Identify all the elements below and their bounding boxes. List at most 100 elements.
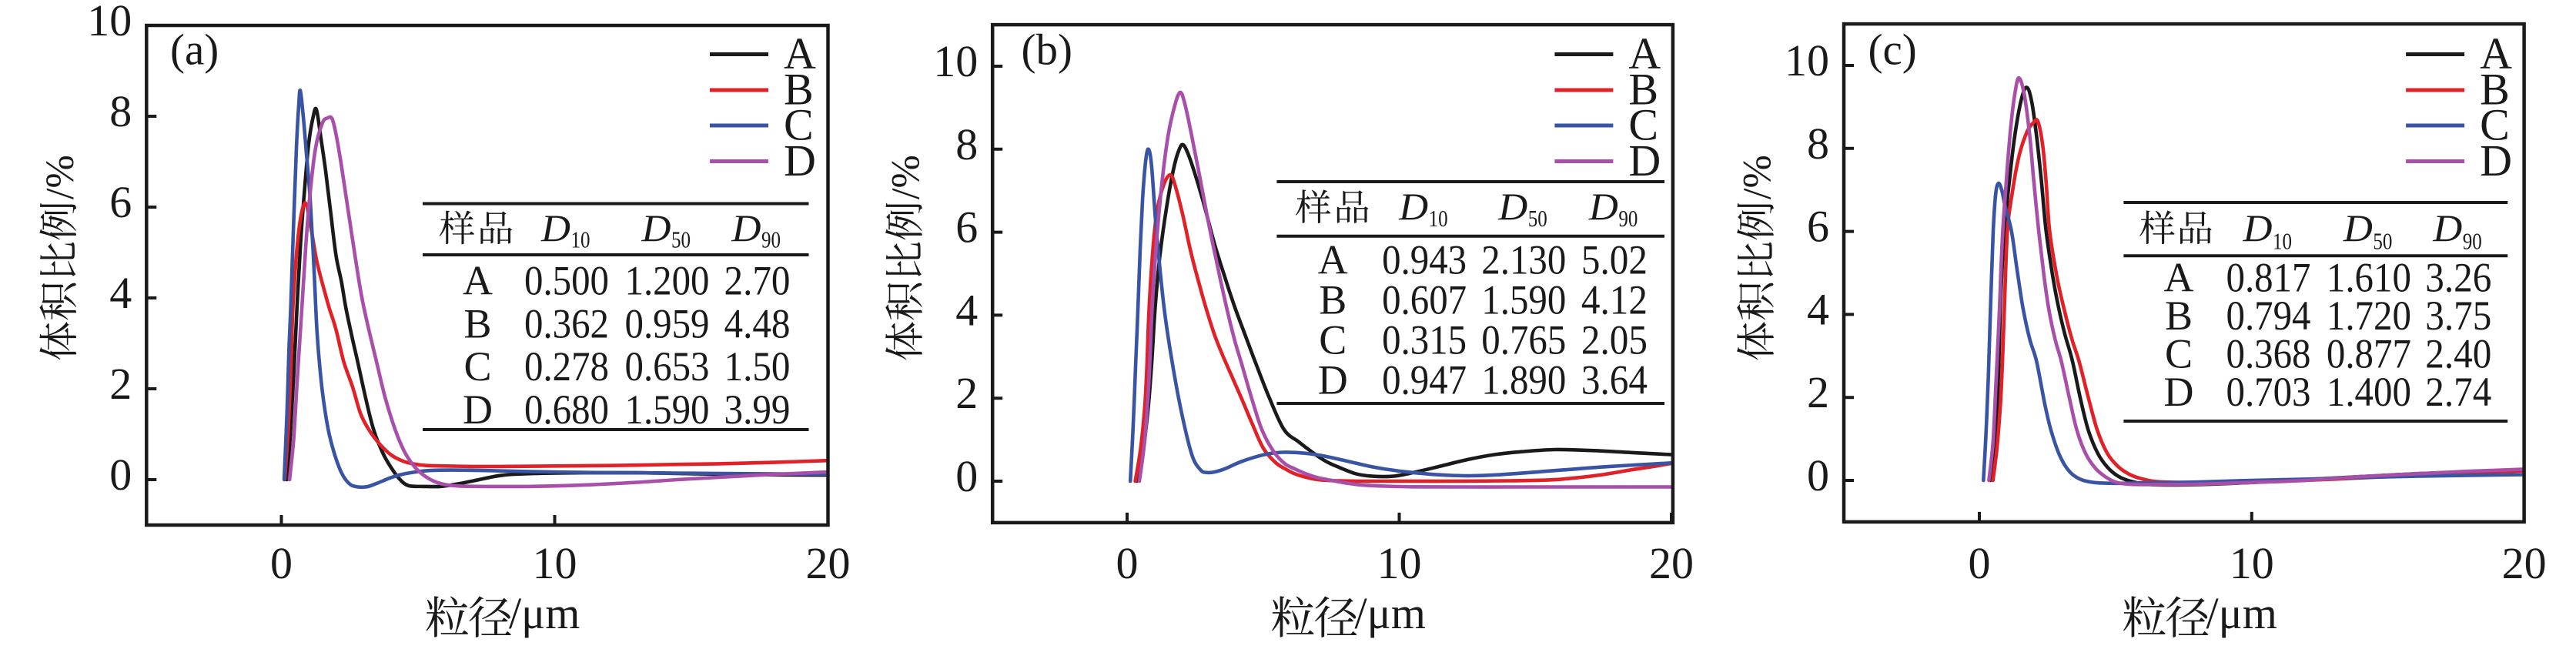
svg-text:6: 6 xyxy=(1807,202,1829,252)
svg-text:D: D xyxy=(540,206,570,249)
svg-text:D: D xyxy=(2480,135,2512,186)
svg-text:50: 50 xyxy=(671,226,691,253)
svg-text:D: D xyxy=(2432,206,2462,249)
svg-text:D: D xyxy=(1398,185,1428,228)
svg-text:4: 4 xyxy=(1807,284,1829,334)
svg-text:C: C xyxy=(1319,317,1347,363)
svg-text:D: D xyxy=(784,135,816,186)
svg-text:2.130: 2.130 xyxy=(1481,237,1566,283)
svg-text:20: 20 xyxy=(1649,538,1694,588)
svg-text:(c): (c) xyxy=(1868,26,1917,75)
svg-text:8: 8 xyxy=(1807,119,1829,169)
svg-text:D: D xyxy=(2164,369,2194,415)
svg-text:C: C xyxy=(2165,331,2193,377)
svg-text:2: 2 xyxy=(1807,367,1829,417)
svg-text:0.794: 0.794 xyxy=(2226,293,2311,339)
svg-text:2.70: 2.70 xyxy=(724,258,791,304)
svg-text:B: B xyxy=(1628,65,1658,115)
svg-text:0.680: 0.680 xyxy=(524,386,609,433)
svg-text:10: 10 xyxy=(1377,538,1422,588)
svg-text:3.75: 3.75 xyxy=(2425,293,2491,339)
svg-text:A: A xyxy=(2480,28,2512,79)
svg-text:0: 0 xyxy=(1807,450,1829,500)
svg-text:10: 10 xyxy=(2230,538,2274,588)
svg-text:D: D xyxy=(731,206,761,249)
svg-text:0.703: 0.703 xyxy=(2226,369,2311,415)
svg-text:0.877: 0.877 xyxy=(2327,331,2411,377)
svg-text:C: C xyxy=(1628,100,1658,150)
svg-text:20: 20 xyxy=(2502,538,2547,588)
svg-text:2: 2 xyxy=(109,359,132,409)
svg-text:4.12: 4.12 xyxy=(1581,277,1648,323)
svg-text:4: 4 xyxy=(109,268,132,318)
svg-text:0.947: 0.947 xyxy=(1382,357,1467,403)
svg-text:20: 20 xyxy=(806,538,851,588)
svg-text:C: C xyxy=(463,343,491,390)
svg-text:8: 8 xyxy=(109,86,132,136)
svg-text:3.26: 3.26 xyxy=(2425,255,2491,301)
svg-text:2.05: 2.05 xyxy=(1581,317,1648,363)
svg-text:50: 50 xyxy=(1528,205,1547,232)
svg-text:10: 10 xyxy=(533,538,577,588)
svg-text:B: B xyxy=(2165,293,2193,339)
svg-text:0.765: 0.765 xyxy=(1481,317,1566,363)
svg-text:2.74: 2.74 xyxy=(2425,369,2491,415)
svg-text:0.315: 0.315 xyxy=(1382,317,1467,363)
svg-text:C: C xyxy=(784,100,814,150)
svg-text:1.890: 1.890 xyxy=(1481,357,1566,403)
svg-text:6: 6 xyxy=(109,177,132,227)
svg-text:0.653: 0.653 xyxy=(625,343,710,390)
svg-text:D: D xyxy=(2343,206,2373,249)
svg-text:0.500: 0.500 xyxy=(524,258,609,304)
svg-text:5.02: 5.02 xyxy=(1581,237,1648,283)
svg-text:0: 0 xyxy=(1116,538,1139,588)
svg-text:0.607: 0.607 xyxy=(1382,277,1467,323)
svg-text:D: D xyxy=(2242,206,2272,249)
svg-text:/μm: /μm xyxy=(509,588,580,638)
svg-text:1.720: 1.720 xyxy=(2327,293,2411,339)
svg-text:D: D xyxy=(1318,357,1348,403)
svg-text:(b): (b) xyxy=(1022,26,1072,75)
svg-text:D: D xyxy=(1628,135,1661,186)
svg-text:/%: /% xyxy=(38,155,82,199)
svg-text:1.610: 1.610 xyxy=(2327,255,2411,301)
svg-text:A: A xyxy=(463,258,493,304)
svg-text:90: 90 xyxy=(761,226,781,253)
svg-text:/%: /% xyxy=(885,155,928,199)
svg-text:10: 10 xyxy=(571,226,590,253)
svg-text:(a): (a) xyxy=(170,26,219,75)
svg-text:A: A xyxy=(1628,28,1661,79)
svg-text:1.200: 1.200 xyxy=(625,258,710,304)
svg-text:D: D xyxy=(463,386,493,433)
svg-text:0.368: 0.368 xyxy=(2226,331,2311,377)
svg-text:/μm: /μm xyxy=(2206,588,2277,638)
svg-text:A: A xyxy=(1318,237,1348,283)
svg-text:0.817: 0.817 xyxy=(2226,255,2311,301)
svg-text:D: D xyxy=(641,206,671,249)
svg-text:10: 10 xyxy=(1429,205,1448,232)
svg-text:1.50: 1.50 xyxy=(724,343,791,390)
svg-text:/%: /% xyxy=(1736,155,1780,199)
svg-text:4: 4 xyxy=(955,285,978,335)
svg-text:/μm: /μm xyxy=(1355,588,1426,638)
svg-text:0.362: 0.362 xyxy=(524,300,609,346)
svg-text:0: 0 xyxy=(1969,538,1991,588)
svg-text:0.278: 0.278 xyxy=(524,343,609,390)
svg-text:1.590: 1.590 xyxy=(625,386,710,433)
svg-text:2: 2 xyxy=(955,368,978,418)
svg-text:10: 10 xyxy=(1785,35,1829,85)
svg-text:B: B xyxy=(463,300,491,346)
svg-text:10: 10 xyxy=(2273,228,2292,255)
svg-text:B: B xyxy=(1319,277,1347,323)
svg-text:2.40: 2.40 xyxy=(2425,331,2491,377)
svg-text:6: 6 xyxy=(955,202,978,253)
svg-text:8: 8 xyxy=(955,119,978,169)
svg-text:B: B xyxy=(2480,65,2510,115)
svg-text:0.959: 0.959 xyxy=(625,300,710,346)
svg-text:A: A xyxy=(2164,255,2194,301)
svg-text:D: D xyxy=(1497,185,1527,228)
svg-text:0: 0 xyxy=(955,451,978,501)
svg-text:90: 90 xyxy=(1618,205,1638,232)
svg-text:10: 10 xyxy=(933,36,978,86)
svg-text:90: 90 xyxy=(2463,228,2482,255)
